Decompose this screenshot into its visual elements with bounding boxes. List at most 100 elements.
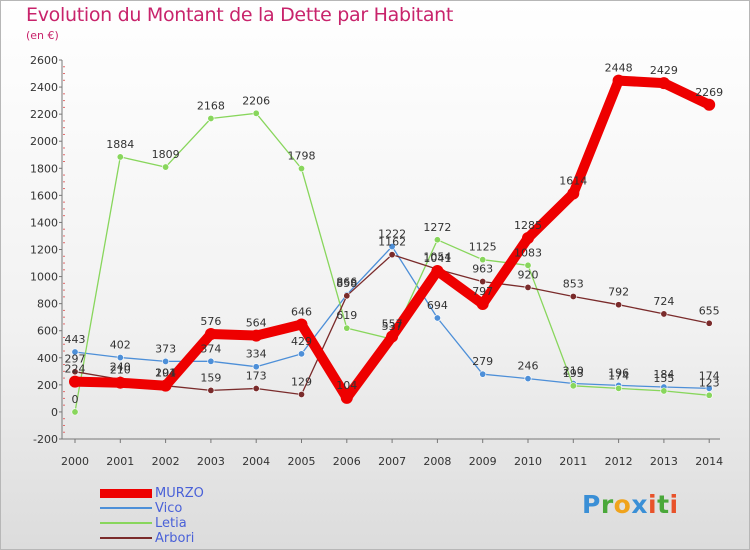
data-point-murzo [386, 330, 399, 343]
data-point-letia [71, 408, 79, 416]
data-point-murzo [204, 327, 217, 340]
data-label-letia: 619 [336, 309, 357, 322]
legend-swatch-murzo [100, 489, 152, 498]
x-tick-label: 2007 [378, 455, 406, 468]
y-tick-label: 0 [51, 406, 58, 419]
y-tick-label: 800 [37, 298, 58, 311]
data-point-arbori [479, 278, 487, 286]
data-point-vico [479, 370, 487, 378]
x-tick-label: 2009 [469, 455, 497, 468]
data-point-arbori [388, 251, 396, 259]
data-label-murzo: 194 [155, 367, 176, 380]
data-point-letia [207, 114, 215, 122]
data-point-arbori [343, 292, 351, 300]
y-tick-label: 2000 [30, 135, 58, 148]
data-label-murzo: 557 [382, 318, 403, 331]
data-label-letia: 1125 [469, 241, 497, 254]
data-label-murzo: 1041 [423, 252, 451, 265]
data-label-murzo: 564 [246, 317, 267, 330]
data-label-letia: 1272 [423, 221, 451, 234]
data-label-vico: 210 [563, 365, 584, 378]
data-point-murzo [612, 74, 625, 87]
data-label-murzo: 576 [200, 315, 221, 328]
x-tick-label: 2010 [514, 455, 542, 468]
data-label-letia: 0 [72, 393, 79, 406]
data-label-letia: 174 [608, 369, 629, 382]
data-label-arbori: 724 [653, 295, 674, 308]
chart-title: Evolution du Montant de la Dette par Hab… [26, 4, 454, 26]
data-label-arbori: 129 [291, 375, 312, 388]
data-point-arbori [252, 385, 260, 393]
data-point-letia [705, 391, 713, 399]
data-point-vico [207, 357, 215, 365]
data-label-murzo: 2448 [605, 62, 633, 75]
data-point-vico [252, 363, 260, 371]
data-label-letia: 2168 [197, 99, 225, 112]
data-label-letia: 123 [699, 376, 720, 389]
data-label-arbori: 201 [155, 367, 176, 380]
data-point-murzo [567, 187, 580, 200]
data-label-murzo: 797 [472, 285, 493, 298]
data-point-arbori [71, 368, 79, 376]
data-point-murzo [69, 375, 81, 388]
legend-swatch-arbori [100, 537, 152, 539]
data-label-letia: 1083 [514, 246, 542, 259]
data-label-murzo: 1614 [559, 174, 587, 187]
data-label-arbori: 1054 [423, 250, 451, 263]
data-point-letia [660, 387, 668, 395]
data-label-murzo: 224 [65, 363, 86, 376]
data-label-vico: 279 [472, 355, 493, 368]
y-tick-label: 600 [37, 325, 58, 338]
data-point-arbori [207, 386, 215, 394]
data-point-letia [569, 382, 577, 390]
data-label-vico: 866 [336, 276, 357, 289]
data-label-arbori: 297 [65, 353, 86, 366]
chart-axes: -200 0 200 400 600 800 1000 1200 1400 1600 1800 200… [30, 54, 723, 468]
data-point-murzo [476, 298, 489, 311]
data-point-letia [615, 384, 623, 392]
legend-label-letia: Letia [155, 516, 187, 531]
x-tick-label: 2014 [695, 455, 723, 468]
data-point-murzo [522, 231, 534, 244]
chart-data-labels: 443 402 373 374 334 429 866 1222 694 279 246 210 196… [65, 62, 724, 406]
data-point-vico [433, 314, 441, 322]
data-label-murzo: 210 [110, 364, 131, 377]
data-label-vico: 174 [699, 369, 720, 382]
data-label-letia: 193 [563, 367, 584, 380]
data-label-arbori: 792 [608, 286, 629, 299]
data-label-arbori: 159 [200, 371, 221, 384]
data-point-arbori [660, 310, 668, 318]
legend-label-vico: Vico [155, 501, 183, 516]
proxiti-logo: Proxiti [582, 490, 679, 519]
data-label-murzo: 104 [336, 379, 357, 392]
y-tick-label: 200 [37, 379, 58, 392]
data-point-letia [524, 261, 532, 269]
data-label-letia: 1798 [288, 150, 316, 163]
logo-letter: i [648, 490, 658, 519]
x-tick-label: 2005 [288, 455, 316, 468]
data-label-vico: 429 [291, 335, 312, 348]
data-label-arbori: 853 [563, 277, 584, 290]
y-tick-label: 1600 [30, 189, 58, 202]
data-label-letia: 537 [382, 320, 403, 333]
data-point-vico [71, 348, 79, 356]
data-point-letia [162, 163, 170, 171]
x-tick-label: 2002 [152, 455, 180, 468]
x-tick-label: 2001 [106, 455, 134, 468]
y-tick-label: 2600 [30, 54, 58, 67]
legend-label-murzo: MURZO [155, 486, 204, 501]
data-label-vico: 373 [155, 342, 176, 355]
data-label-arbori: 173 [246, 370, 267, 383]
data-label-letia: 2206 [242, 94, 270, 107]
x-tick-label: 2012 [605, 455, 633, 468]
x-tick-label: 2006 [333, 455, 361, 468]
chart-series [69, 74, 716, 416]
data-label-arbori: 655 [699, 304, 720, 317]
data-point-arbori [615, 301, 623, 309]
y-tick-label: 1000 [30, 271, 58, 284]
data-label-vico: 184 [653, 368, 674, 381]
data-label-murzo: 1285 [514, 219, 542, 232]
x-tick-label: 2000 [61, 455, 89, 468]
